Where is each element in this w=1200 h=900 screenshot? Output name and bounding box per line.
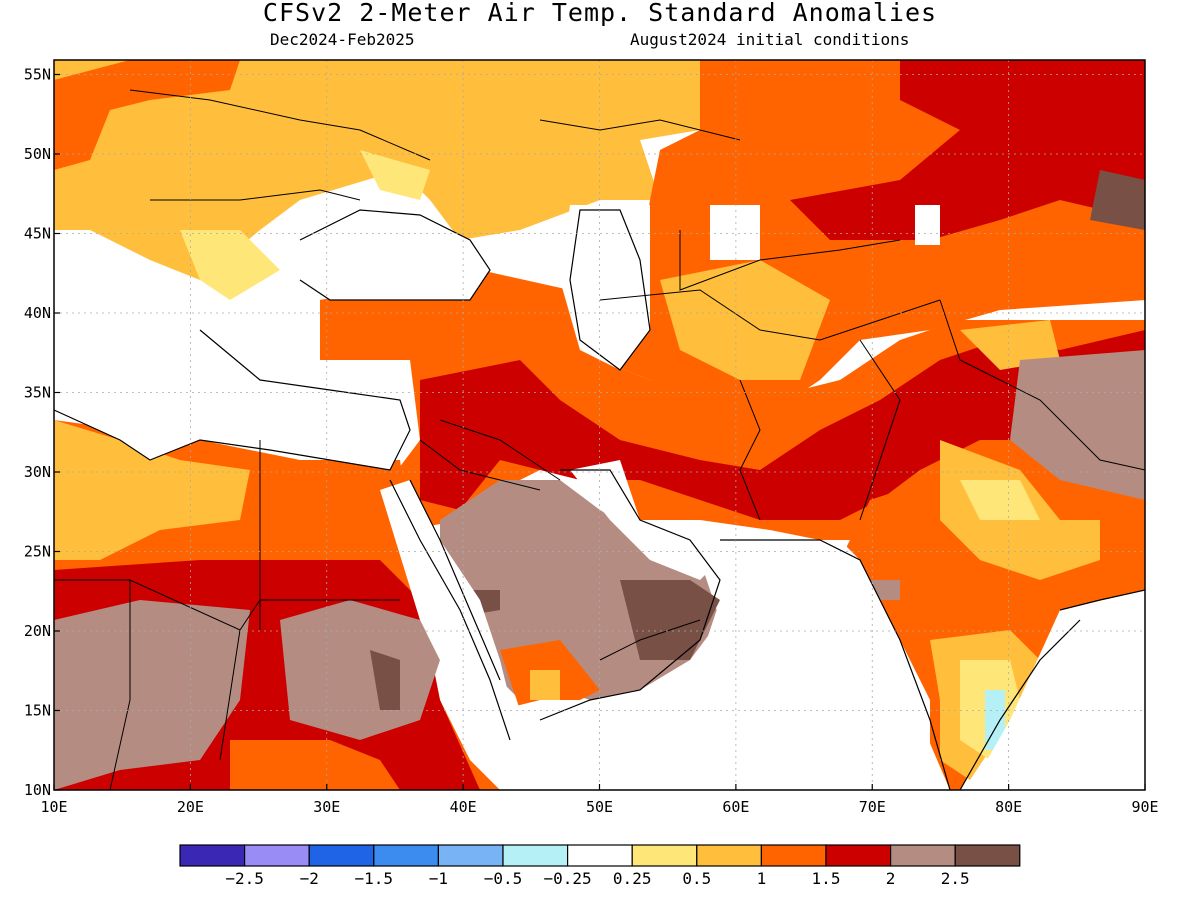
anomaly-region-europe [54,60,720,300]
graticule [54,60,1145,790]
colorbar-label: −0.25 [544,869,592,888]
latitude-tick-label: 15N [24,702,51,720]
colorbar-swatch [566,844,633,867]
coastlines [54,209,1145,790]
season-label: Dec2024-Feb2025 [270,30,415,49]
colorbar: −2.5 −2 −1.5 −1 −0.5 −0.25 0.25 0.5 1 1.5 2 2.5 [179,844,1021,888]
colorbar-label: −2.5 [225,869,264,888]
anomaly-region-arabia [440,480,720,710]
colorbar-swatch [244,844,310,867]
colorbar-label: 0.25 [613,869,652,888]
latitude-tick-label: 35N [24,384,51,402]
longitude-tick-label: 90E [1131,798,1158,816]
colorbar-label: 2 [886,869,896,888]
colorbar-swatch [179,844,246,867]
latitude-tick-label: 20N [24,622,51,640]
longitude-tick-label: 10E [40,798,67,816]
longitude-tick-label: 20E [177,798,204,816]
colorbar-label: −2 [300,869,319,888]
latitude-tick-label: 55N [24,66,51,84]
longitude-tick-label: 80E [995,798,1022,816]
latitude-labels: 10N 15N 20N 25N 30N 35N 40N 45N 50N 55N [24,66,60,799]
longitude-tick-label: 60E [722,798,749,816]
colorbar-label: −0.5 [484,869,523,888]
latitude-tick-label: 50N [24,145,51,163]
colorbar-label: 1 [757,869,767,888]
initial-conditions-label: August2024 initial conditions [630,30,910,49]
sea-masks [54,205,1145,790]
longitude-tick-label: 50E [586,798,613,816]
colorbar-swatch [696,844,762,867]
colorbar-label: 1.5 [812,869,841,888]
colorbar-swatch [308,844,375,867]
longitude-labels: 10E 20E 30E 40E 50E 60E 70E 80E 90E [40,784,1159,816]
colorbar-swatch [954,844,1021,867]
chart-title: CFSv2 2-Meter Air Temp. Standard Anomali… [262,0,938,27]
colorbar-swatch [889,844,956,867]
colorbar-swatch [373,844,439,867]
country-borders [54,89,1145,790]
colorbar-swatch [760,844,827,867]
colorbar-label: −1 [429,869,448,888]
colorbar-label: 0.5 [682,869,711,888]
colorbar-label: 2.5 [941,869,970,888]
latitude-tick-label: 30N [24,463,51,481]
colorbar-label: −1.5 [355,869,394,888]
anomaly-field [54,60,1145,790]
colorbar-swatch [502,844,569,867]
longitude-tick-label: 30E [313,798,340,816]
colorbar-swatch [437,844,504,867]
latitude-tick-label: 40N [24,304,51,322]
longitude-tick-label: 40E [450,798,477,816]
colorbar-swatch [631,844,698,867]
latitude-tick-label: 10N [24,781,51,799]
latitude-tick-label: 25N [24,543,51,561]
colorbar-swatch [825,844,892,867]
latitude-tick-label: 45N [24,225,51,243]
longitude-tick-label: 70E [859,798,886,816]
